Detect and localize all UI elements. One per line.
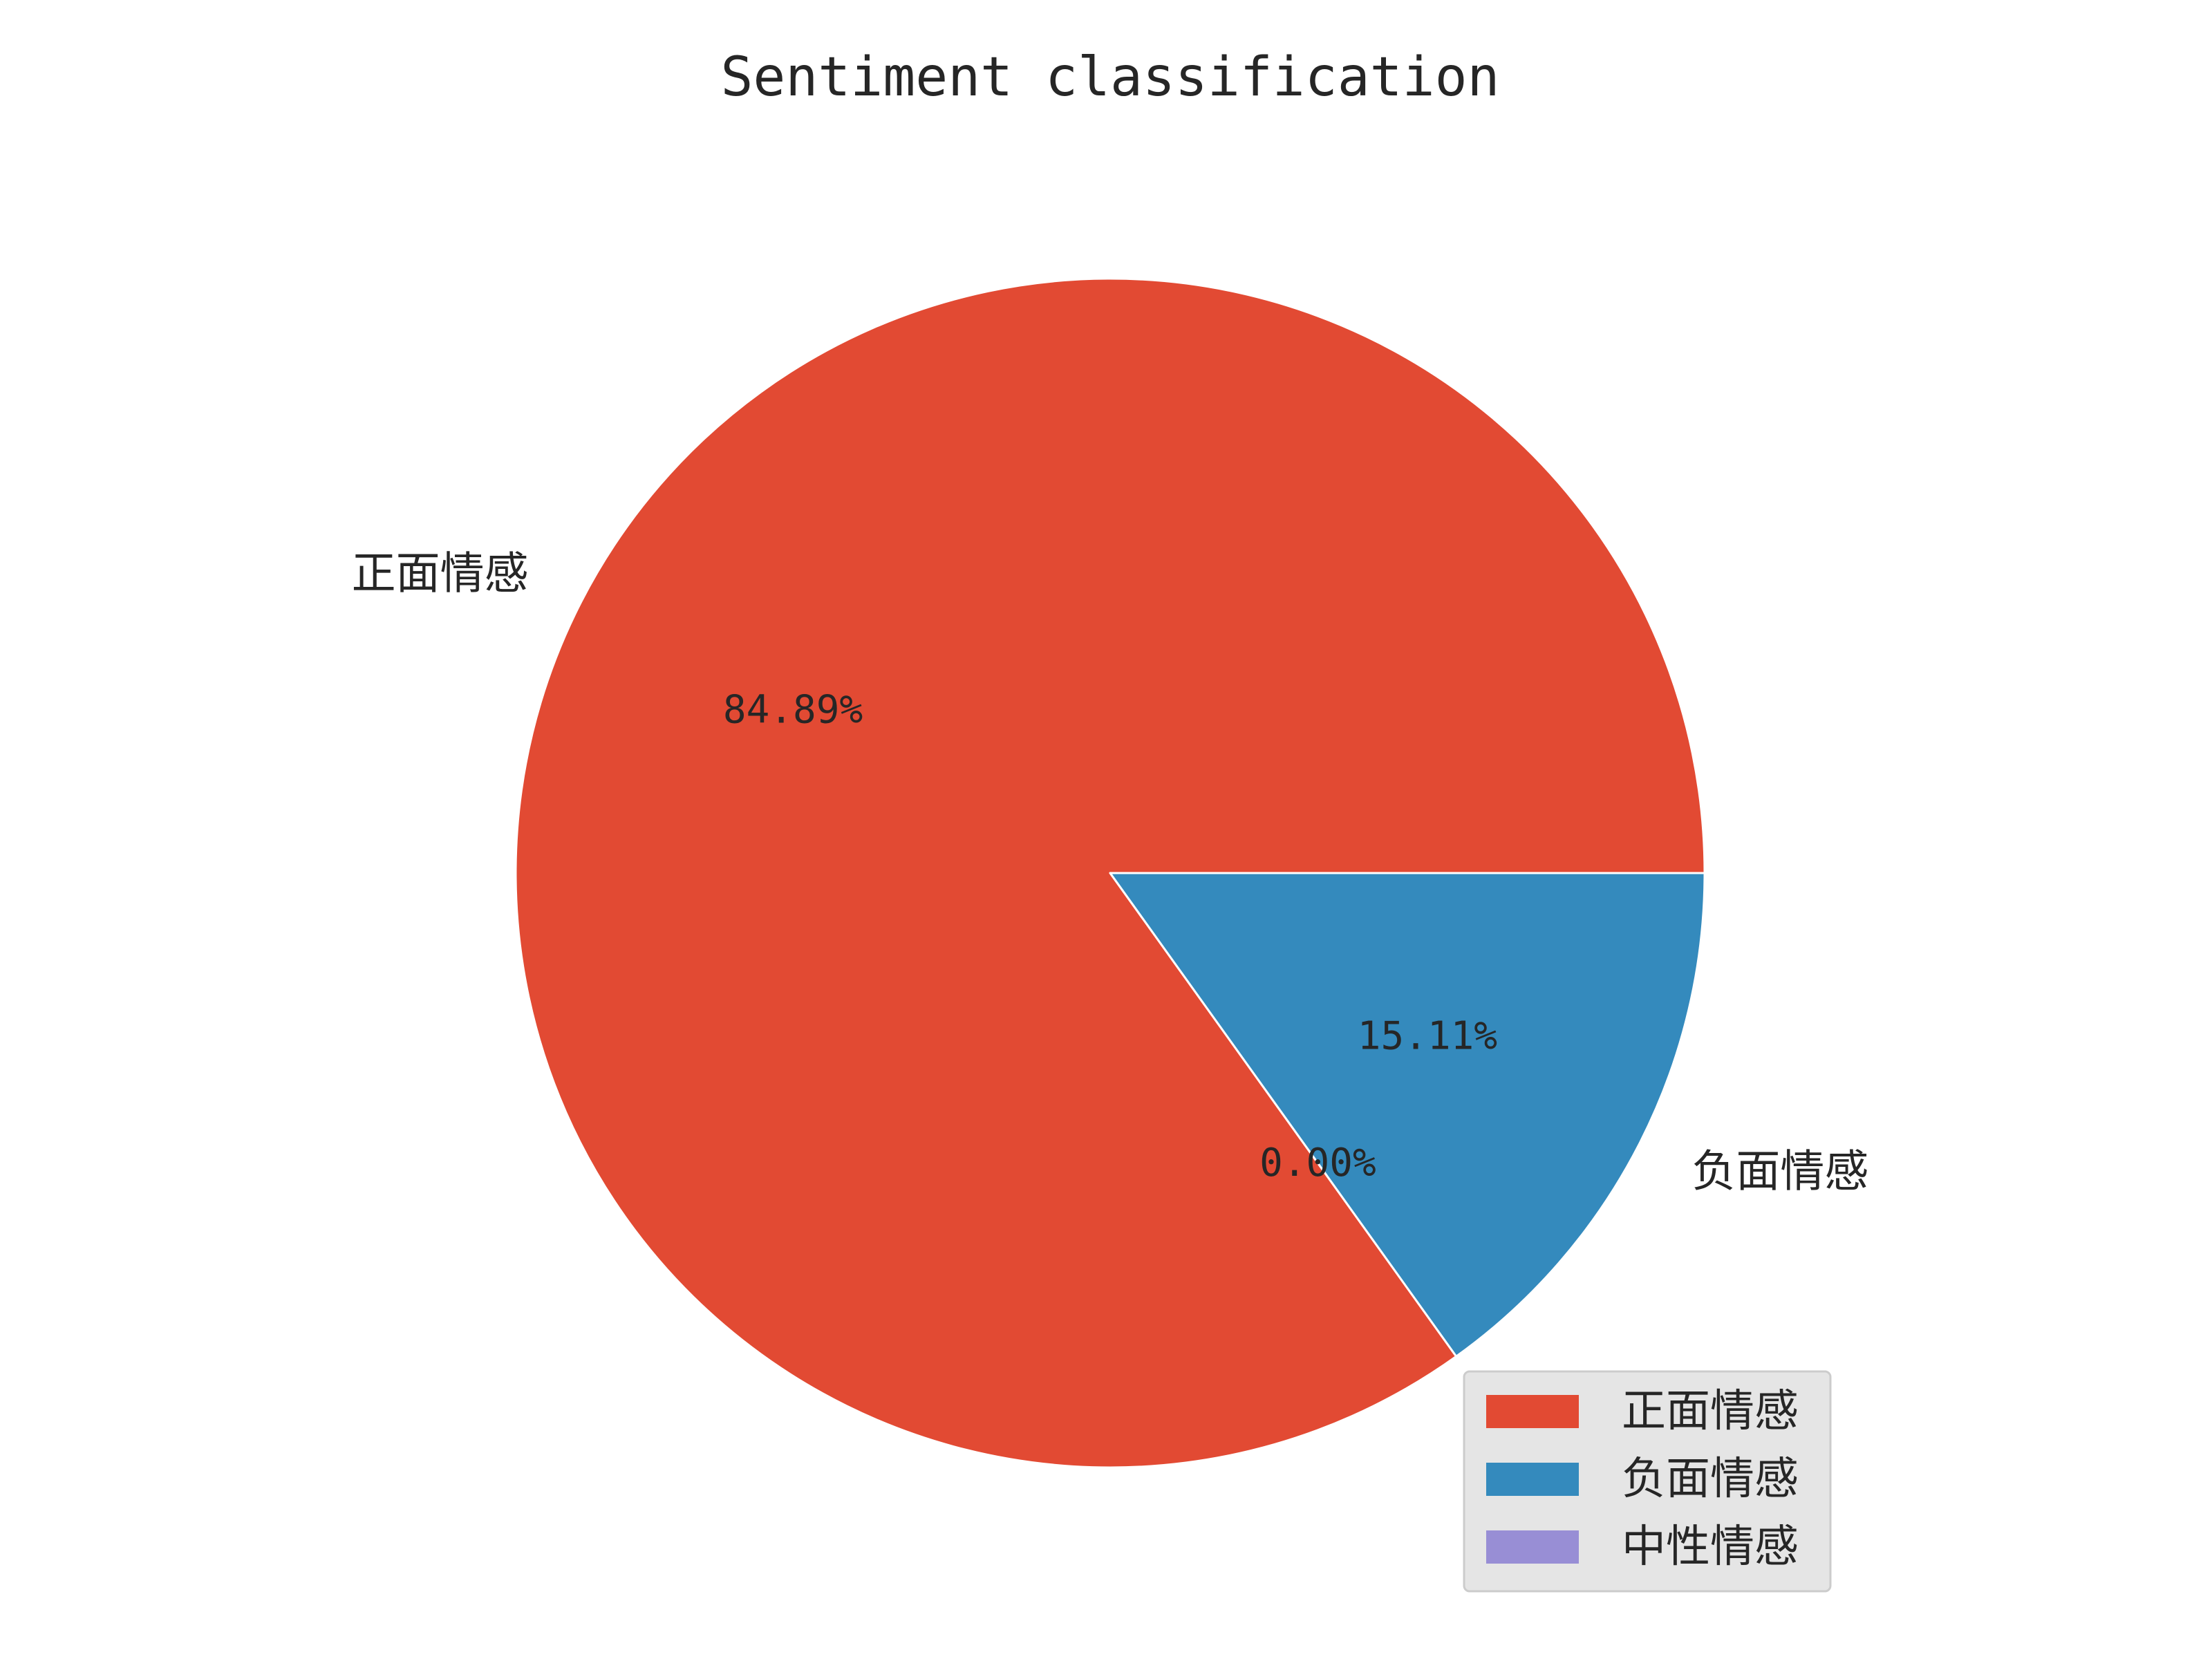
slice-percent-0-84-89-: 84.89% <box>723 688 863 733</box>
legend-swatch-1 <box>1486 1463 1579 1496</box>
slice-percent-1-0-00-: 0.00% <box>1259 1141 1376 1185</box>
legend-label-1: 负面情感 <box>1622 1454 1799 1505</box>
legend-label-2: 中性情感 <box>1622 1521 1799 1573</box>
legend-swatch-0 <box>1486 1395 1579 1428</box>
pie-slice-0-84-89- <box>514 277 1706 1469</box>
slice-label-2-15-11-: 负面情感 <box>1691 1146 1868 1197</box>
legend-swatch-2 <box>1486 1530 1579 1564</box>
legend-label-0: 正面情感 <box>1622 1386 1799 1437</box>
pie-slice-2-15-11- <box>1109 872 1706 1358</box>
slices-layer <box>514 277 1706 1469</box>
slice-percent-2-15-11-: 15.11% <box>1358 1013 1497 1058</box>
chart-title: Sentiment classification <box>720 46 1499 109</box>
slice-label-0-84-89-: 正面情感 <box>352 549 529 600</box>
